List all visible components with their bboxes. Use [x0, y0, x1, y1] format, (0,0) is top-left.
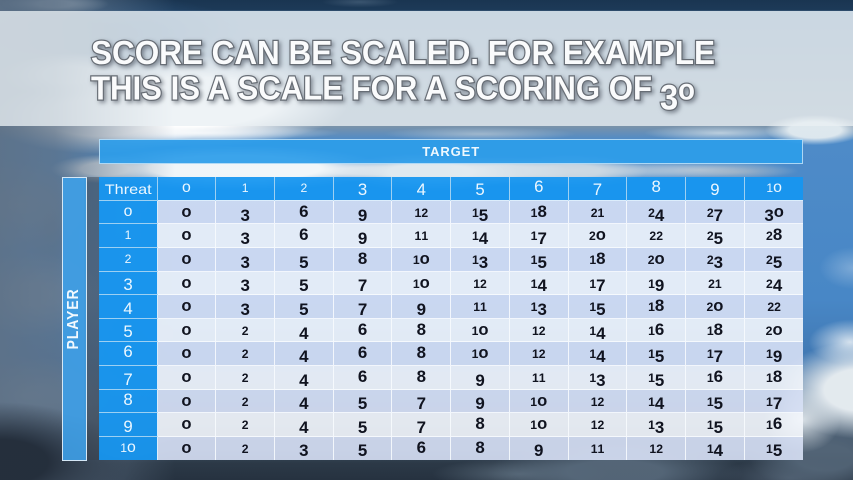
svg-text:3o: 3o: [660, 74, 695, 118]
svg-text:THIS IS A SCALE FOR A SCORING: THIS IS A SCALE FOR A SCORING OF: [91, 70, 652, 107]
svg-text:SCORE CAN BE SCALED. FOR EXAMP: SCORE CAN BE SCALED. FOR EXAMPLE: [91, 34, 715, 71]
